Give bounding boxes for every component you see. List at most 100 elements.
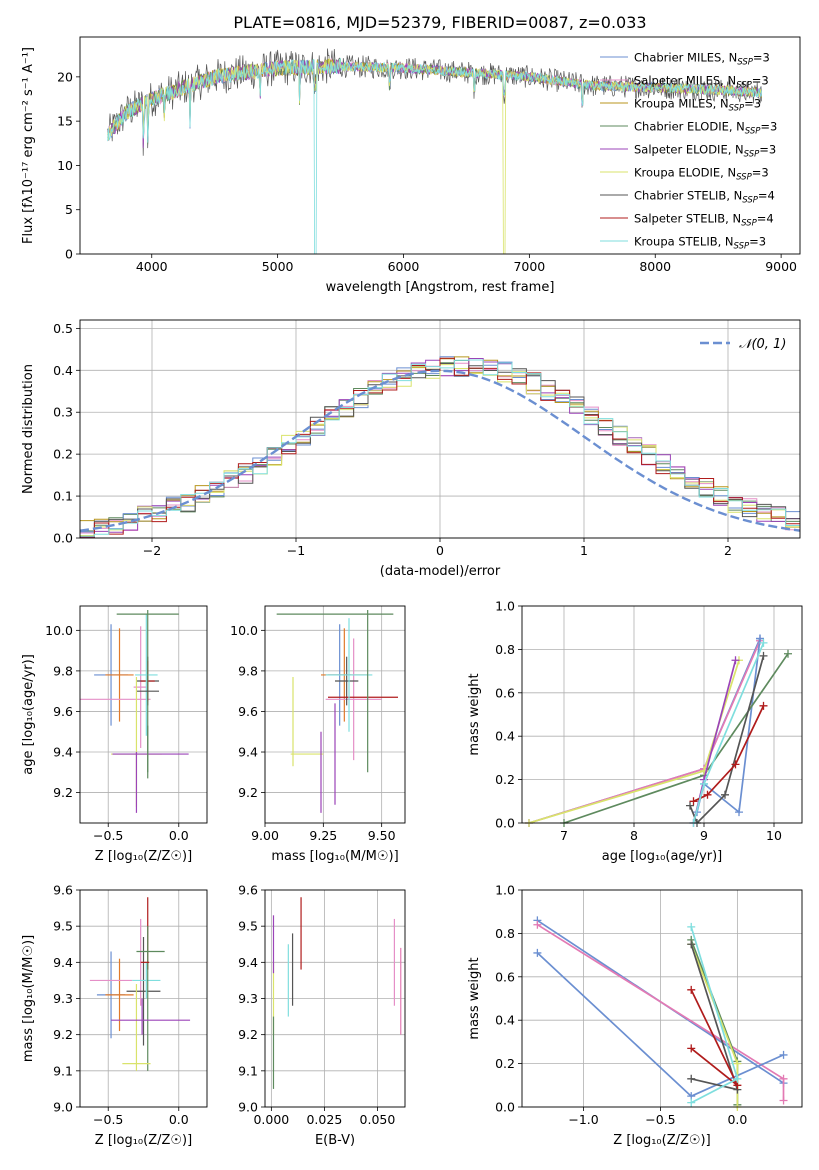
- weight-marker: [687, 940, 696, 949]
- y-tick-label: 9.4: [238, 745, 258, 760]
- weight-marker: [687, 1074, 696, 1083]
- x-tick-label: 0.0: [727, 1112, 747, 1127]
- y-tick-label: 0.5: [53, 321, 73, 336]
- y-tick-label: 0.1: [53, 489, 73, 504]
- weight-marker: [733, 1059, 742, 1068]
- y-tick-label: 0.4: [495, 729, 515, 744]
- y-tick-label: 9.2: [238, 1027, 258, 1042]
- x-tick-label: 9000: [765, 259, 797, 274]
- y-axis-label: mass [log₁₀(M/M☉)]: [21, 935, 36, 1062]
- legend-label: 𝒩(0, 1): [739, 337, 786, 352]
- y-tick-label: 9.6: [53, 883, 73, 898]
- y-tick-label: 1.0: [495, 599, 515, 614]
- residuals-axes: −2 −1 0 1 2 0.0 0.1 0.2 0.3 0.4 0.5 (data-model)/er…: [21, 319, 801, 579]
- legend-label: Kroupa STELIB, NSSP=3: [634, 235, 766, 252]
- spectrum-axes: 4000 5000 6000 7000 8000 9000 0 5 10 15 20 waveleng…: [21, 36, 801, 295]
- y-axis-label: mass weight: [467, 957, 482, 1039]
- y-tick-label: 9.5: [53, 919, 73, 934]
- x-tick-label: 8000: [639, 259, 671, 274]
- y-tick-label: 0.2: [495, 1056, 515, 1071]
- x-tick-label: 10: [766, 828, 782, 843]
- y-tick-label: 9.6: [53, 704, 73, 719]
- x-tick-label: −1: [287, 543, 305, 558]
- weight-marker: [687, 922, 696, 931]
- weight-marker: [779, 1096, 788, 1105]
- x-tick-label: 9: [700, 828, 708, 843]
- weight-marker: [759, 701, 768, 710]
- x-axis-label: age [log₁₀(age/yr)]: [602, 849, 723, 864]
- y-tick-label: 0.8: [495, 926, 515, 941]
- legend-label: Chabrier STELIB, NSSP=4: [634, 189, 775, 206]
- x-tick-label: −1.0: [568, 1112, 598, 1127]
- x-tick-label: 0.050: [360, 1112, 396, 1127]
- y-tick-label: 9.4: [53, 955, 73, 970]
- x-tick-label: 9.00: [251, 828, 279, 843]
- weight-marker: [756, 634, 764, 643]
- histogram-series: [80, 359, 800, 537]
- histogram-series: [80, 364, 800, 536]
- weight-marker: [735, 808, 743, 817]
- x-axis-label: E(B-V): [315, 1133, 355, 1148]
- y-tick-label: 9.4: [238, 955, 258, 970]
- y-tick-label: 0.0: [53, 531, 73, 546]
- weight-marker: [687, 1098, 696, 1107]
- weight-marker: [779, 1074, 788, 1083]
- x-axis-label: Z [log₁₀(Z/Z☉)]: [613, 1133, 710, 1148]
- weight-marker: [779, 1050, 788, 1059]
- weight-marker: [533, 948, 542, 957]
- y-tick-label: 9.6: [238, 704, 258, 719]
- weight-marker: [687, 1044, 696, 1053]
- x-tick-label: 5000: [262, 259, 294, 274]
- legend-label: Salpeter MILES, NSSP=3: [634, 74, 769, 91]
- weight-marker: [784, 649, 792, 658]
- x-tick-label: 0.0: [169, 1112, 189, 1127]
- weight-marker: [703, 790, 712, 799]
- plot-frame: [521, 889, 803, 1108]
- y-tick-label: 9.8: [53, 663, 73, 678]
- plot-frame: [521, 605, 803, 824]
- legend-label: Salpeter ELODIE, NSSP=3: [634, 143, 776, 160]
- y-tick-label: 9.8: [238, 663, 258, 678]
- y-tick-label: 9.4: [53, 745, 73, 760]
- x-axis-label: mass [log₁₀(M/M☉)]: [271, 849, 398, 864]
- legend-label: Salpeter STELIB, NSSP=4: [634, 212, 774, 229]
- y-tick-label: 15: [57, 114, 73, 129]
- plot-frame: [264, 889, 406, 1108]
- x-tick-label: 0.025: [306, 1112, 342, 1127]
- y-tick-label: 10.0: [45, 623, 73, 638]
- age-vs-Z-axes: −0.5 0.0 9.2 9.4 9.6 9.8 10.0 Z [log₁₀(Z/Z☉)] ag…: [21, 605, 208, 864]
- y-tick-label: 0.6: [495, 685, 515, 700]
- legend-label: Kroupa MILES, NSSP=3: [634, 97, 761, 114]
- weight-marker: [721, 790, 729, 799]
- y-tick-label: 20: [57, 69, 73, 84]
- mass-vs-Z-axes: −0.5 0.0 9.0 9.1 9.2 9.3 9.4 9.5 9.6 Z [log₁₀(Z/Z…: [21, 883, 208, 1148]
- x-tick-label: 8: [630, 828, 638, 843]
- y-tick-label: 10: [57, 158, 73, 173]
- weight-marker: [686, 801, 694, 810]
- y-tick-label: 1.0: [495, 883, 515, 898]
- x-axis-label: (data-model)/error: [380, 564, 501, 579]
- y-axis-label: Normed distribution: [21, 364, 36, 494]
- plot-frame: [79, 605, 208, 824]
- legend-label: Chabrier MILES, NSSP=3: [634, 51, 770, 68]
- x-tick-label: 2: [724, 543, 732, 558]
- y-tick-label: 9.5: [238, 919, 258, 934]
- y-tick-label: 9.0: [238, 1100, 258, 1115]
- plot-frame: [79, 889, 208, 1108]
- normal-curve: [80, 369, 800, 532]
- legend-label: Chabrier ELODIE, NSSP=3: [634, 120, 777, 137]
- x-axis-label: wavelength [Angstrom, rest frame]: [326, 280, 555, 295]
- y-axis-label: mass weight: [467, 673, 482, 755]
- y-tick-label: 9.6: [238, 883, 258, 898]
- plot-frame: [79, 36, 801, 255]
- x-tick-label: −0.5: [645, 1112, 675, 1127]
- weight-vs-Z-axes: −1.0 −0.5 0.0 0.0 0.2 0.4 0.6 0.8 1.0 Z [log₁₀(Z/…: [467, 883, 803, 1148]
- y-tick-label: 0.4: [495, 1013, 515, 1028]
- age-vs-mass-axes: 9.00 9.25 9.50 9.2 9.4 9.6 9.8 10.0 mass [log₁₀(…: [230, 605, 406, 864]
- y-tick-label: 9.3: [238, 991, 258, 1006]
- y-tick-label: 0.3: [53, 405, 73, 420]
- weight-marker: [759, 638, 768, 647]
- plot-frame: [264, 605, 406, 824]
- plot-frame: [79, 319, 801, 539]
- weight-vs-age-axes: 7 8 9 10 0.0 0.2 0.4 0.6 0.8 1.0 age [log₁₀(age/yr…: [467, 599, 803, 864]
